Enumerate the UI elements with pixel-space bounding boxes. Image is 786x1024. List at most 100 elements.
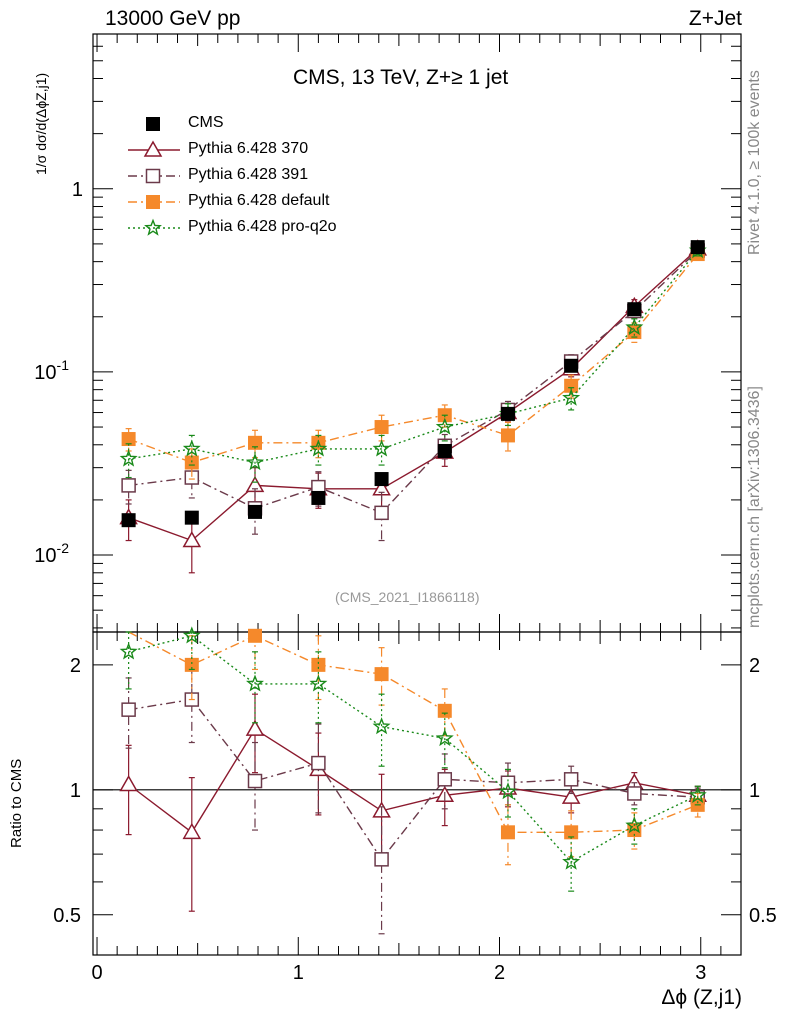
main-point [121,513,136,528]
ratio-point [247,773,263,789]
x-axis-label: Δϕ (Z,j1) [661,986,742,1009]
main-point [435,417,454,435]
main-point [248,504,262,519]
main-point [374,505,389,521]
ratio-y-tick-label: 2 [70,655,81,677]
process-label: Z+Jet [688,7,742,30]
ratio-point [119,774,138,792]
legend-marker [145,168,161,184]
ratio-point [309,674,328,692]
main-y-tick-label: 10-2 [34,540,69,567]
main-point [627,302,642,317]
legend-marker [144,218,162,236]
ratio-point [688,785,707,804]
main-point [182,531,202,548]
ratio-panel-frame [92,631,742,956]
ratio-y-tick-label: 1 [70,780,81,802]
main-point [374,420,389,435]
ratio-line-pythia-6-428-391 [128,698,698,861]
ratio-point [500,825,515,840]
ratio-series-pythia-6-428-default [128,628,705,866]
ratio-point [437,772,453,787]
legend-label: Pythia 6.428 370 [188,140,309,157]
main-point [119,449,138,467]
legend-marker [146,117,160,131]
x-tick-label: 1 [293,962,304,984]
main-y-axis-label: 1/σ dσ/d(ΔϕZ,j1) [33,73,49,175]
main-point [311,490,326,505]
main-point [184,510,199,525]
main-point [625,317,644,336]
x-tick-label: 3 [695,962,706,984]
ratio-point [562,852,581,870]
analysis-watermark: (CMS_2021_I1866118) [335,589,480,605]
main-point [248,435,262,450]
ratio-point [121,702,136,717]
main-series-pythia-6-428-370 [119,239,708,574]
main-series-pythia-6-428-pro-q2o [119,241,707,483]
main-line-pythia-6-428-370 [128,248,699,542]
main-point [564,358,579,373]
ratio-point [311,755,326,771]
x-tick-label: 0 [91,962,102,984]
ratio-point [374,852,389,867]
legend-label: Pythia 6.428 default [188,192,330,209]
legend-swatch [128,168,180,184]
main-y-axis-label-text: 1/σ dσ/d(ΔϕZ,j1) [33,73,49,175]
ratio-point [437,703,452,718]
energy-label: 13000 GeV pp [105,7,241,30]
legend-swatch [128,140,180,157]
ratio-y-tick-label-right: 0.5 [749,905,777,927]
ratio-y-tick-label-right: 1 [749,780,760,802]
ratio-y-tick-label-right: 2 [749,655,760,677]
main-point [246,453,264,471]
ratio-point [245,719,265,736]
legend-swatch [128,195,180,209]
ratio-point [246,674,264,692]
ratio-point [561,787,581,804]
ratio-line-pythia-6-428-default [128,631,698,833]
ratio-point [119,642,138,660]
ratio-line-pythia-6-428-pro-q2o [128,635,699,863]
legend-label: Pythia 6.428 pro-q2o [188,218,337,235]
legend-swatch [146,117,160,131]
main-y-tick-label: 1 [72,179,83,201]
plot-title: CMS, 13 TeV, Z+≥ 1 jet [293,66,509,89]
main-line-pythia-6-428-pro-q2o [128,250,699,464]
legend-marker [143,140,163,157]
x-tick-label: 2 [494,962,505,984]
main-point [500,406,515,421]
main-point [372,439,391,457]
main-point [500,428,515,443]
main-series-pythia-6-428-default [121,247,705,480]
main-point [374,472,389,487]
main-series-cms [121,240,705,528]
main-point [437,443,452,458]
ratio-point [435,728,454,747]
main-y-tick-label: 10-1 [34,357,69,384]
ratio-series-pythia-6-428-391 [121,664,705,935]
ratio-point [627,786,642,801]
main-series-pythia-6-428-391 [121,243,705,542]
legend-label: CMS [188,114,224,131]
rivet-version-label: Rivet 4.1.0, ≥ 100k events [746,70,763,255]
legend-label: Pythia 6.428 391 [188,166,309,183]
ratio-point [625,816,644,834]
ratio-point [182,626,201,644]
ratio-point [374,667,389,682]
main-point [121,478,136,493]
ratio-point [182,822,202,840]
main-point [690,240,705,255]
main-point [562,388,581,406]
ratio-point [248,628,262,643]
legend-swatch [128,218,180,236]
mcplots-reference-label: mcplots.cern.ch [arXiv:1306.3436] [746,386,763,628]
ratio-point [372,717,391,735]
ratio-point [563,772,579,787]
main-line-pythia-6-428-391 [128,249,699,514]
ratio-series-pythia-6-428-pro-q2o [119,626,707,892]
main-line-pythia-6-428-default [128,253,699,464]
ratio-line-pythia-6-428-370 [128,728,698,834]
ratio-y-axis-label: Ratio to CMS [8,758,25,848]
